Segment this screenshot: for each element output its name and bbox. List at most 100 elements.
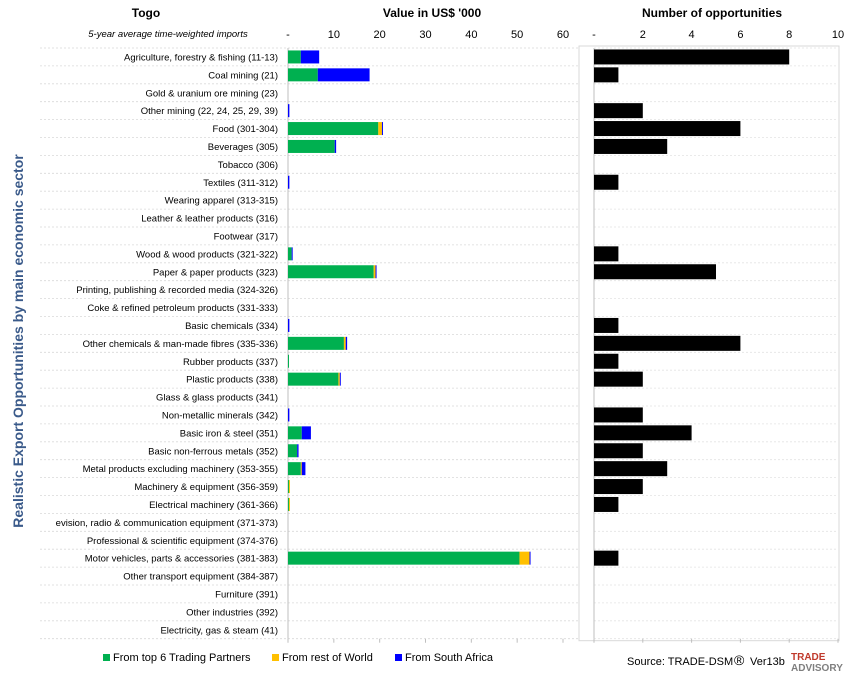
count-bar xyxy=(594,335,741,351)
count-panel xyxy=(578,45,840,642)
value-bar-rest-of-world xyxy=(373,265,376,279)
version-text: Ver13b xyxy=(750,656,785,668)
legend-swatch-sa xyxy=(395,654,402,661)
value-bar-top6 xyxy=(288,551,520,565)
value-bar-south-africa xyxy=(334,139,337,153)
category-label: Food (301-304) xyxy=(213,124,278,135)
value-bar-south-africa xyxy=(301,426,311,440)
count-bar xyxy=(594,461,668,477)
category-label: Basic non-ferrous metals (352) xyxy=(148,446,278,457)
count-bar xyxy=(594,138,668,154)
count-chart-title: Number of opportunities xyxy=(642,6,782,20)
count-bar xyxy=(594,407,643,423)
category-label: Beverages (305) xyxy=(208,142,278,153)
value-chart-title: Value in US$ '000 xyxy=(383,6,482,20)
value-bar-south-africa xyxy=(529,551,531,565)
count-bar xyxy=(594,264,716,280)
value-bar-rest-of-world xyxy=(343,336,346,350)
value-bar-top6 xyxy=(288,265,374,279)
category-label: Rubber products (337) xyxy=(183,357,278,368)
category-labels: Agriculture, forestry & fishing (11-13) C… xyxy=(56,52,278,636)
category-label: evision, radio & communication equipment… xyxy=(56,518,278,529)
value-bar-south-africa xyxy=(288,318,290,332)
count-bar xyxy=(594,121,741,137)
value-bar-top6 xyxy=(288,480,289,494)
value-bar-rest-of-world xyxy=(300,462,302,476)
value-bar-rest-of-world xyxy=(338,372,340,386)
value-bar-top6 xyxy=(288,68,318,82)
country-title: Togo xyxy=(132,6,160,20)
value-bar-top6 xyxy=(288,122,379,136)
count-tick-label: 6 xyxy=(737,29,743,41)
category-label: Wood & wood products (321-322) xyxy=(136,249,278,260)
category-label: Motor vehicles, parts & accessories (381… xyxy=(85,554,278,565)
category-label: Tobacco (306) xyxy=(218,160,278,171)
legend-label-sa: From South Africa xyxy=(405,652,494,664)
legend-swatch-row xyxy=(272,654,279,661)
count-bar xyxy=(594,496,619,512)
value-bar-top6 xyxy=(288,444,298,458)
source-text: Source: TRADE-DSM xyxy=(627,656,733,668)
count-tick-label: 10 xyxy=(832,29,844,41)
value-tick-label: - xyxy=(286,29,290,41)
count-bar xyxy=(594,353,619,369)
value-bar-south-africa xyxy=(339,372,341,386)
trade-advisory-logo: TRADE ADVISORY xyxy=(791,652,843,674)
value-bar-rest-of-world xyxy=(378,122,382,136)
legend-label-row: From rest of World xyxy=(282,652,373,664)
value-bar-south-africa xyxy=(375,265,377,279)
category-label: Furniture (391) xyxy=(215,589,278,600)
category-label: Other mining (22, 24, 25, 29, 39) xyxy=(141,106,278,117)
count-tick-label: 8 xyxy=(786,29,792,41)
count-tick-label: 4 xyxy=(689,29,695,41)
value-bar-south-africa xyxy=(317,68,370,82)
category-label: Professional & scientific equipment (374… xyxy=(87,536,278,547)
category-label: Non-metallic minerals (342) xyxy=(162,410,278,421)
count-bar xyxy=(594,174,619,190)
value-bar-top6 xyxy=(288,139,335,153)
category-label: Agriculture, forestry & fishing (11-13) xyxy=(124,52,278,63)
value-tick-label: 30 xyxy=(419,29,431,41)
count-bar xyxy=(594,103,643,119)
source-note: Source: TRADE-DSM ® Ver13b xyxy=(627,652,785,668)
count-bars xyxy=(594,49,790,566)
value-bar-rest-of-world xyxy=(288,480,290,494)
legend-label-top6: From top 6 Trading Partners xyxy=(113,652,251,664)
value-bar-top6 xyxy=(288,426,302,440)
count-axis-ticks: - 2 4 6 8 10 xyxy=(592,29,844,643)
value-bar-south-africa xyxy=(291,247,293,261)
category-label: Electrical machinery (361-366) xyxy=(149,500,278,511)
value-bar-south-africa xyxy=(381,122,383,136)
count-bar xyxy=(594,49,790,65)
count-bar xyxy=(594,371,643,387)
value-bars xyxy=(288,50,531,565)
value-bar-south-africa xyxy=(288,175,290,189)
legend-swatch-top6 xyxy=(103,654,110,661)
category-label: Gold & uranium ore mining (23) xyxy=(145,88,278,99)
value-bar-top6 xyxy=(288,354,289,368)
value-bar-south-africa xyxy=(288,104,290,118)
value-bar-top6 xyxy=(288,336,344,350)
count-bar xyxy=(594,443,643,459)
y-axis-label: Realistic Export Opportunities by main e… xyxy=(10,154,26,528)
value-bar-top6 xyxy=(288,372,339,386)
category-label: Machinery & equipment (356-359) xyxy=(134,482,278,493)
category-label: Electricity, gas & steam (41) xyxy=(160,625,278,636)
category-label: Footwear (317) xyxy=(214,231,278,242)
value-bar-top6 xyxy=(288,50,301,64)
category-label: Basic iron & steel (351) xyxy=(180,428,278,439)
value-tick-label: 60 xyxy=(557,29,569,41)
category-label: Metal products excluding machinery (353-… xyxy=(83,464,278,475)
value-bar-south-africa xyxy=(301,462,306,476)
count-bar xyxy=(594,550,619,566)
category-label: Printing, publishing & recorded media (3… xyxy=(76,285,278,296)
category-label: Leather & leather products (316) xyxy=(141,214,278,225)
value-bar-rest-of-world xyxy=(288,497,290,511)
category-label: Other industries (392) xyxy=(186,607,278,618)
category-label: Coal mining (21) xyxy=(208,70,278,81)
registered-mark: ® xyxy=(734,652,745,668)
count-panel-frame xyxy=(578,45,840,642)
count-tick-label: - xyxy=(592,29,596,41)
value-axis-ticks: - 10 20 30 40 50 60 xyxy=(286,29,569,643)
